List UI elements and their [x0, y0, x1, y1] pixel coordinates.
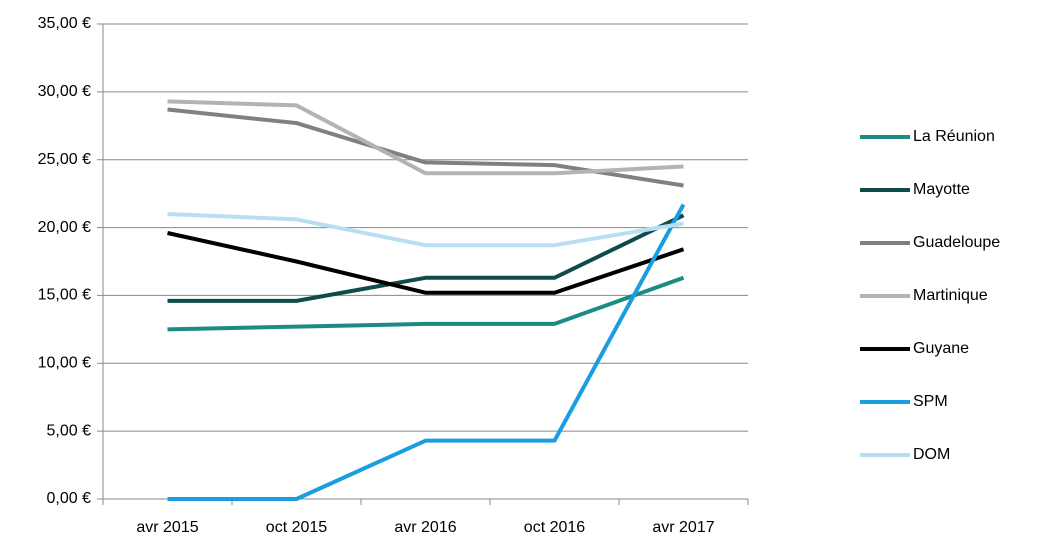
- y-tick-label: 0,00 €: [47, 490, 92, 507]
- legend-label: Guadeloupe: [913, 234, 1000, 251]
- legend-label: La Réunion: [913, 128, 995, 145]
- series-line: [167, 99, 684, 176]
- series-line: [167, 212, 684, 248]
- legend-label: Mayotte: [913, 181, 970, 198]
- x-tick-label: avr 2015: [136, 519, 198, 536]
- series-line: [167, 231, 685, 295]
- y-tick-label: 30,00 €: [38, 83, 91, 100]
- x-tick-label: avr 2017: [652, 519, 714, 536]
- y-tick-label: 35,00 €: [38, 15, 91, 32]
- x-tick-label: oct 2015: [266, 519, 327, 536]
- x-tick-label: oct 2016: [524, 519, 585, 536]
- legend-label: Martinique: [913, 287, 988, 304]
- legend-label: DOM: [913, 446, 950, 463]
- series-line: [167, 203, 686, 501]
- series-line: [167, 213, 685, 303]
- y-tick-label: 5,00 €: [47, 422, 92, 439]
- y-tick-label: 15,00 €: [38, 287, 91, 304]
- x-tick-label: avr 2016: [394, 519, 456, 536]
- legend-label: SPM: [913, 393, 948, 410]
- y-tick-label: 10,00 €: [38, 355, 91, 372]
- series-line: [167, 275, 685, 332]
- y-tick-label: 20,00 €: [38, 219, 91, 236]
- legend-label: Guyane: [913, 340, 969, 357]
- y-tick-label: 25,00 €: [38, 151, 91, 168]
